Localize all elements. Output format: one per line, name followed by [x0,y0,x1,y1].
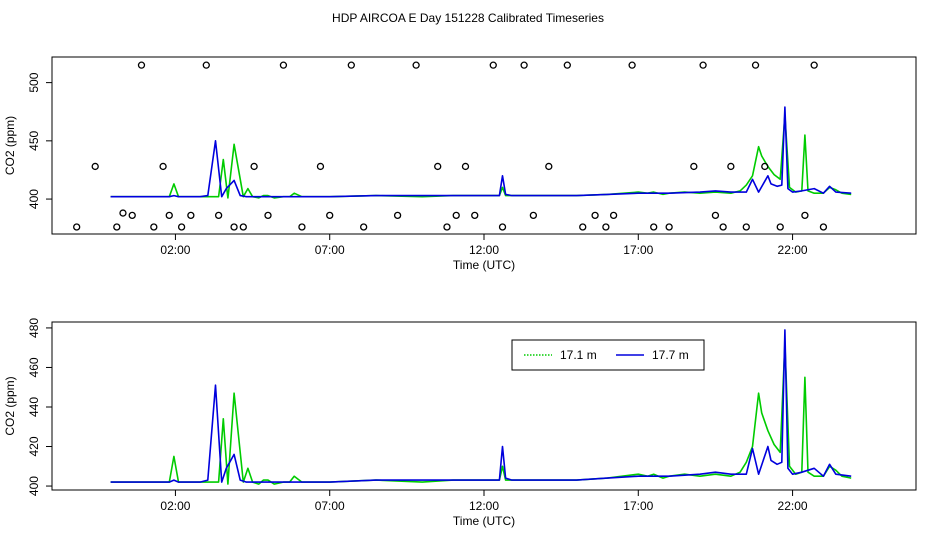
data-point-marker [214,211,223,220]
series-line-1 [110,342,852,485]
x-tick-label: 17:00 [623,499,653,513]
x-tick-label: 07:00 [315,243,345,257]
data-point-marker [326,211,334,220]
data-point-marker [452,211,460,220]
data-point-marker [461,162,470,171]
data-point-marker [761,162,769,171]
series-line-2 [110,106,852,198]
data-point-marker [719,223,727,231]
data-point-marker [711,211,720,220]
data-point-marker [498,223,507,231]
data-point-marker [650,223,658,231]
legend-box [511,339,705,371]
data-point-marker [699,61,707,69]
data-point-marker [239,223,247,231]
data-point-marker [628,61,636,69]
data-point-marker [165,211,173,220]
data-point-marker [471,211,479,220]
x-tick-label: 22:00 [778,243,808,257]
series-line-1 [110,114,852,199]
y-tick-label: 500 [27,72,41,92]
x-tick-label: 12:00 [469,499,499,513]
y-tick-label: 420 [27,436,41,456]
chart-title: HDP AIRCOA E Day 151228 Calibrated Times… [332,11,604,25]
data-point-marker [609,211,618,220]
data-point-marker [159,162,167,171]
y-tick-label: 460 [27,357,41,377]
y-axis-title: CO2 (ppm) [3,376,17,435]
x-axis-title: Time (UTC) [453,514,515,528]
data-point-marker [113,223,121,231]
x-tick-label: 02:00 [160,243,190,257]
x-tick-label: 17:00 [623,243,653,257]
y-axis-title: CO2 (ppm) [3,116,17,175]
data-point-marker [489,61,497,69]
data-point-marker [690,162,698,171]
data-point-marker [801,211,809,220]
plot-panel-1: 02:00 07:00 12:00 17:00 22:00 400 450 500 Time (… [3,56,917,272]
data-point-marker [137,61,146,69]
data-point-marker [202,61,210,69]
y-tick-label: 400 [27,189,41,209]
data-point-marker [545,162,553,171]
x-tick-label: 07:00 [315,499,345,513]
data-point-marker [443,223,451,231]
y-tick-label: 400 [27,476,41,496]
data-point-marker [810,61,818,69]
series-line-2 [110,329,852,483]
data-point-marker [520,61,528,69]
legend-label: 17.7 m [652,348,689,362]
x-tick-label: 12:00 [469,243,499,257]
data-point-marker [347,61,355,69]
data-point-marker [819,223,828,231]
plot-panel-2: 02:00 07:00 12:00 17:00 22:00 400 420 440 460 480… [3,318,917,528]
data-point-marker [727,162,735,171]
data-point-marker [529,211,538,220]
data-point-marker [119,209,127,217]
data-point-marker [279,61,288,69]
data-point-marker [360,223,368,231]
data-point-marker [73,223,81,231]
data-point-marker [412,61,420,69]
data-point-marker [434,162,442,171]
y-tick-label: 450 [27,131,41,151]
data-point-marker [150,223,158,231]
legend: 17.1 m 17.7 m [511,339,705,371]
x-axis-title: Time (UTC) [453,258,515,272]
x-tick-label: 22:00 [778,499,808,513]
data-point-marker [250,162,258,171]
data-point-marker [751,61,760,69]
legend-label: 17.1 m [560,348,597,362]
data-point-marker [563,61,571,69]
data-point-marker [177,223,186,231]
data-point-marker [316,162,325,171]
data-point-marker [579,223,587,231]
data-point-marker [665,223,673,231]
y-tick-label: 440 [27,397,41,417]
x-tick-label: 02:00 [160,499,190,513]
data-point-marker [264,211,272,220]
data-point-marker [602,223,610,231]
data-point-marker [298,223,306,231]
data-point-marker [91,162,99,171]
data-point-marker [393,211,402,220]
data-point-marker [776,223,784,231]
y-tick-label: 480 [27,318,41,338]
data-point-marker [187,211,195,220]
data-point-marker [591,211,599,220]
data-point-marker [128,211,136,220]
data-point-marker [230,223,238,231]
data-point-marker [742,223,750,231]
